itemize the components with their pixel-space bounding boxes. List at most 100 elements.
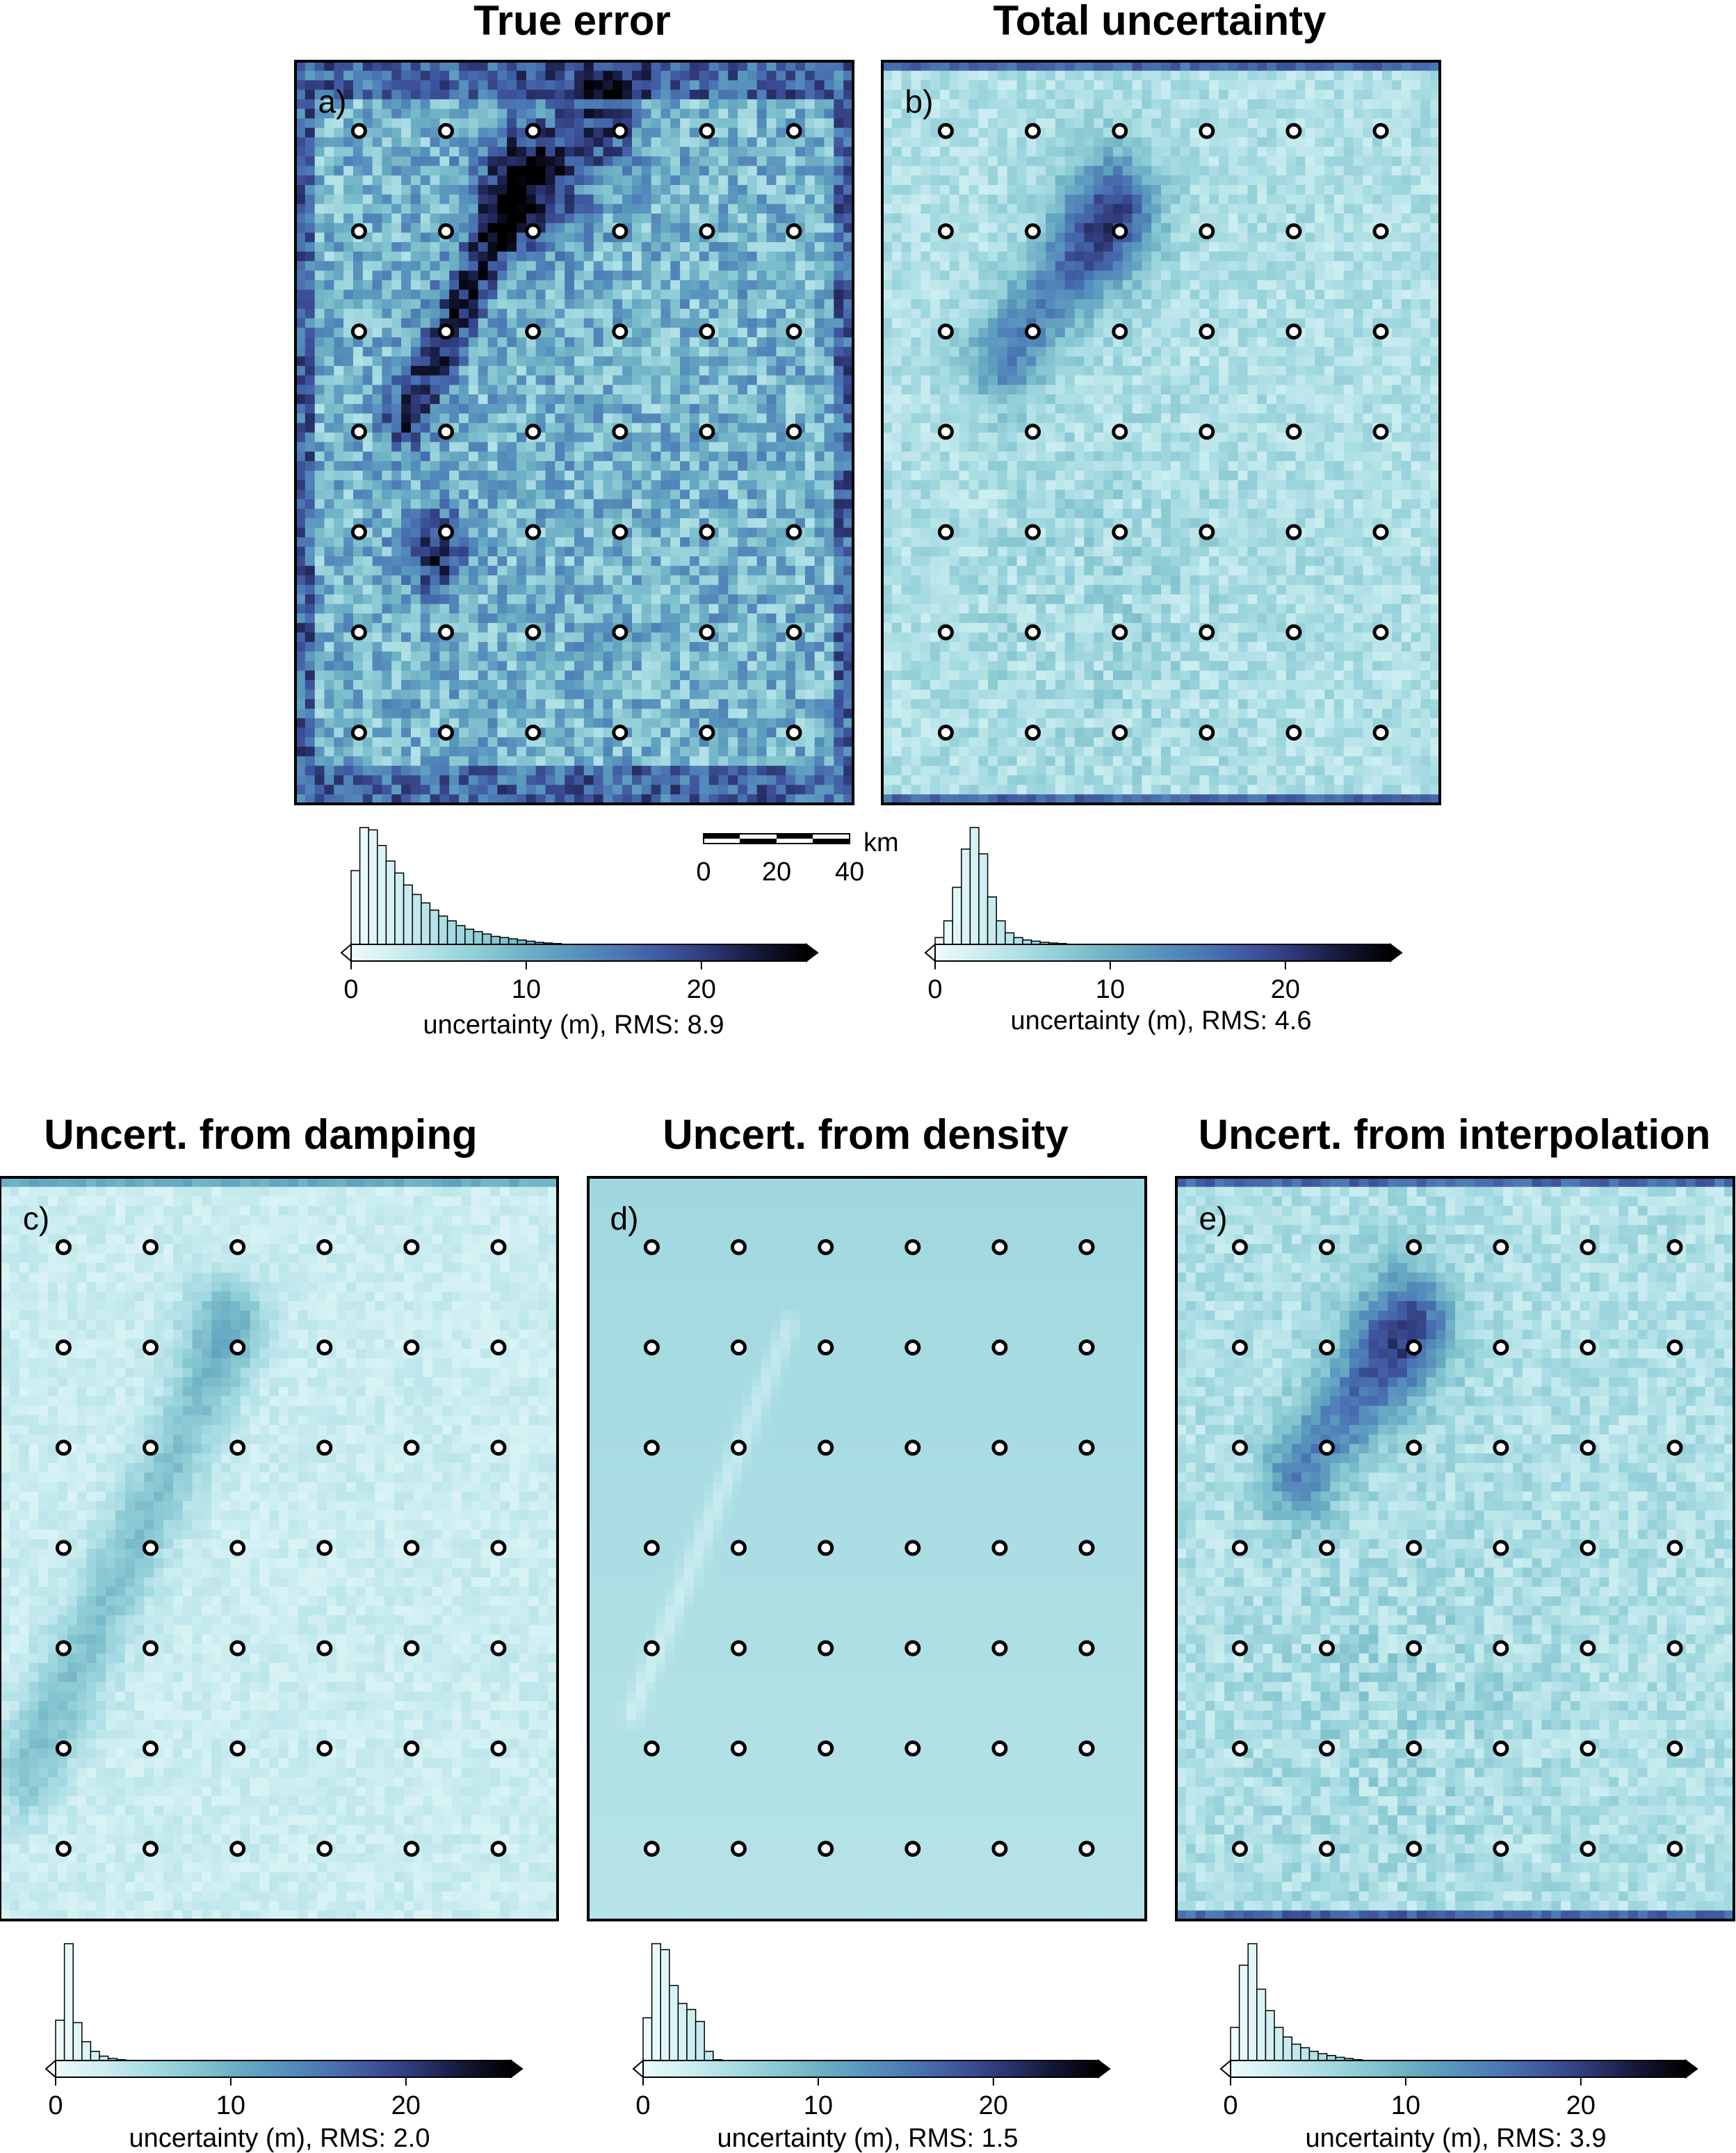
map-cell (804, 108, 816, 119)
map-cell (430, 356, 440, 366)
map-cell (670, 99, 681, 110)
map-cell (324, 318, 334, 328)
map-cell (756, 794, 768, 805)
map-cell (622, 451, 633, 462)
map-cell (747, 175, 758, 186)
map-cell (478, 318, 489, 328)
map-cell (843, 547, 854, 557)
map-cell (574, 213, 585, 224)
map-cell (459, 784, 469, 795)
map-cell (545, 423, 555, 433)
map-cell (353, 80, 364, 90)
map-cell (930, 80, 941, 90)
map-cell (507, 309, 517, 319)
map-cell (449, 318, 460, 328)
map-cell (449, 451, 460, 462)
map-cell (843, 394, 854, 405)
map-cell (834, 565, 844, 576)
map-cell (555, 499, 565, 510)
map-cell (574, 261, 585, 271)
map-cell (324, 185, 334, 195)
map-cell (535, 613, 546, 624)
map-cell (613, 547, 623, 557)
map-cell (545, 337, 555, 348)
map-cell (535, 108, 546, 119)
map-cell (410, 537, 421, 547)
map-cell (391, 194, 402, 204)
map-cell (401, 604, 412, 614)
map-cell (372, 594, 382, 605)
map-cell (728, 670, 738, 681)
map-cell (391, 537, 402, 547)
map-cell (776, 632, 786, 643)
map-cell (1324, 80, 1335, 90)
map-cell (583, 90, 594, 100)
map-cell (468, 651, 479, 662)
map-cell (766, 537, 777, 547)
map-cell (555, 518, 565, 529)
map-cell (786, 680, 796, 691)
map-cell (391, 794, 402, 805)
map-cell (517, 527, 527, 538)
map-cell (603, 451, 613, 462)
map-cell (689, 508, 700, 519)
map-cell (632, 271, 642, 281)
map-cell (497, 175, 508, 186)
map-cell (766, 99, 777, 110)
map-cell (478, 309, 489, 319)
map-cell (1285, 108, 1297, 119)
map-cell (613, 204, 623, 214)
map-cell (583, 328, 594, 338)
map-cell (632, 756, 642, 766)
map-cell (660, 556, 671, 567)
map-cell (613, 70, 623, 81)
map-cell (795, 413, 806, 424)
map-cell (314, 699, 325, 709)
map-cell (372, 775, 382, 786)
map-cell (689, 651, 700, 662)
map-cell (334, 90, 344, 100)
map-cell (507, 232, 517, 243)
map-cell (372, 299, 382, 309)
map-cell (632, 766, 642, 776)
map-cell (555, 651, 565, 662)
map-cell (449, 61, 460, 72)
map-cell (334, 518, 344, 529)
map-cell (776, 280, 786, 291)
map-cell (468, 727, 479, 738)
map-cell (632, 594, 642, 605)
map-cell (497, 318, 508, 328)
map-cell (487, 204, 498, 214)
map-cell (747, 565, 758, 576)
map-cell (738, 604, 748, 614)
map-cell (497, 727, 508, 738)
map-cell (545, 289, 555, 300)
map-cell (487, 118, 498, 129)
map-cell (343, 508, 354, 519)
map-cell (487, 727, 498, 738)
map-cell (804, 433, 816, 443)
map-cell (468, 490, 479, 500)
map-cell (814, 242, 825, 252)
map-cell (497, 642, 508, 652)
map-cell (1190, 70, 1200, 81)
map-cell (824, 175, 834, 186)
map-cell (305, 527, 316, 538)
map-cell (747, 632, 758, 643)
map-cell (468, 547, 479, 557)
map-cell (613, 661, 623, 671)
map-cell (1094, 80, 1104, 90)
map-cell (449, 537, 460, 547)
map-cell (689, 346, 700, 357)
map-cell (814, 527, 825, 538)
map-cell (410, 223, 421, 234)
map-cell (834, 451, 844, 462)
map-cell (526, 651, 537, 662)
map-cell (728, 213, 738, 224)
map-cell (334, 299, 344, 309)
map-cell (430, 727, 440, 738)
map-cell (391, 185, 402, 195)
map-cell (517, 251, 527, 262)
map-cell (420, 194, 431, 204)
map-cell (382, 766, 392, 776)
